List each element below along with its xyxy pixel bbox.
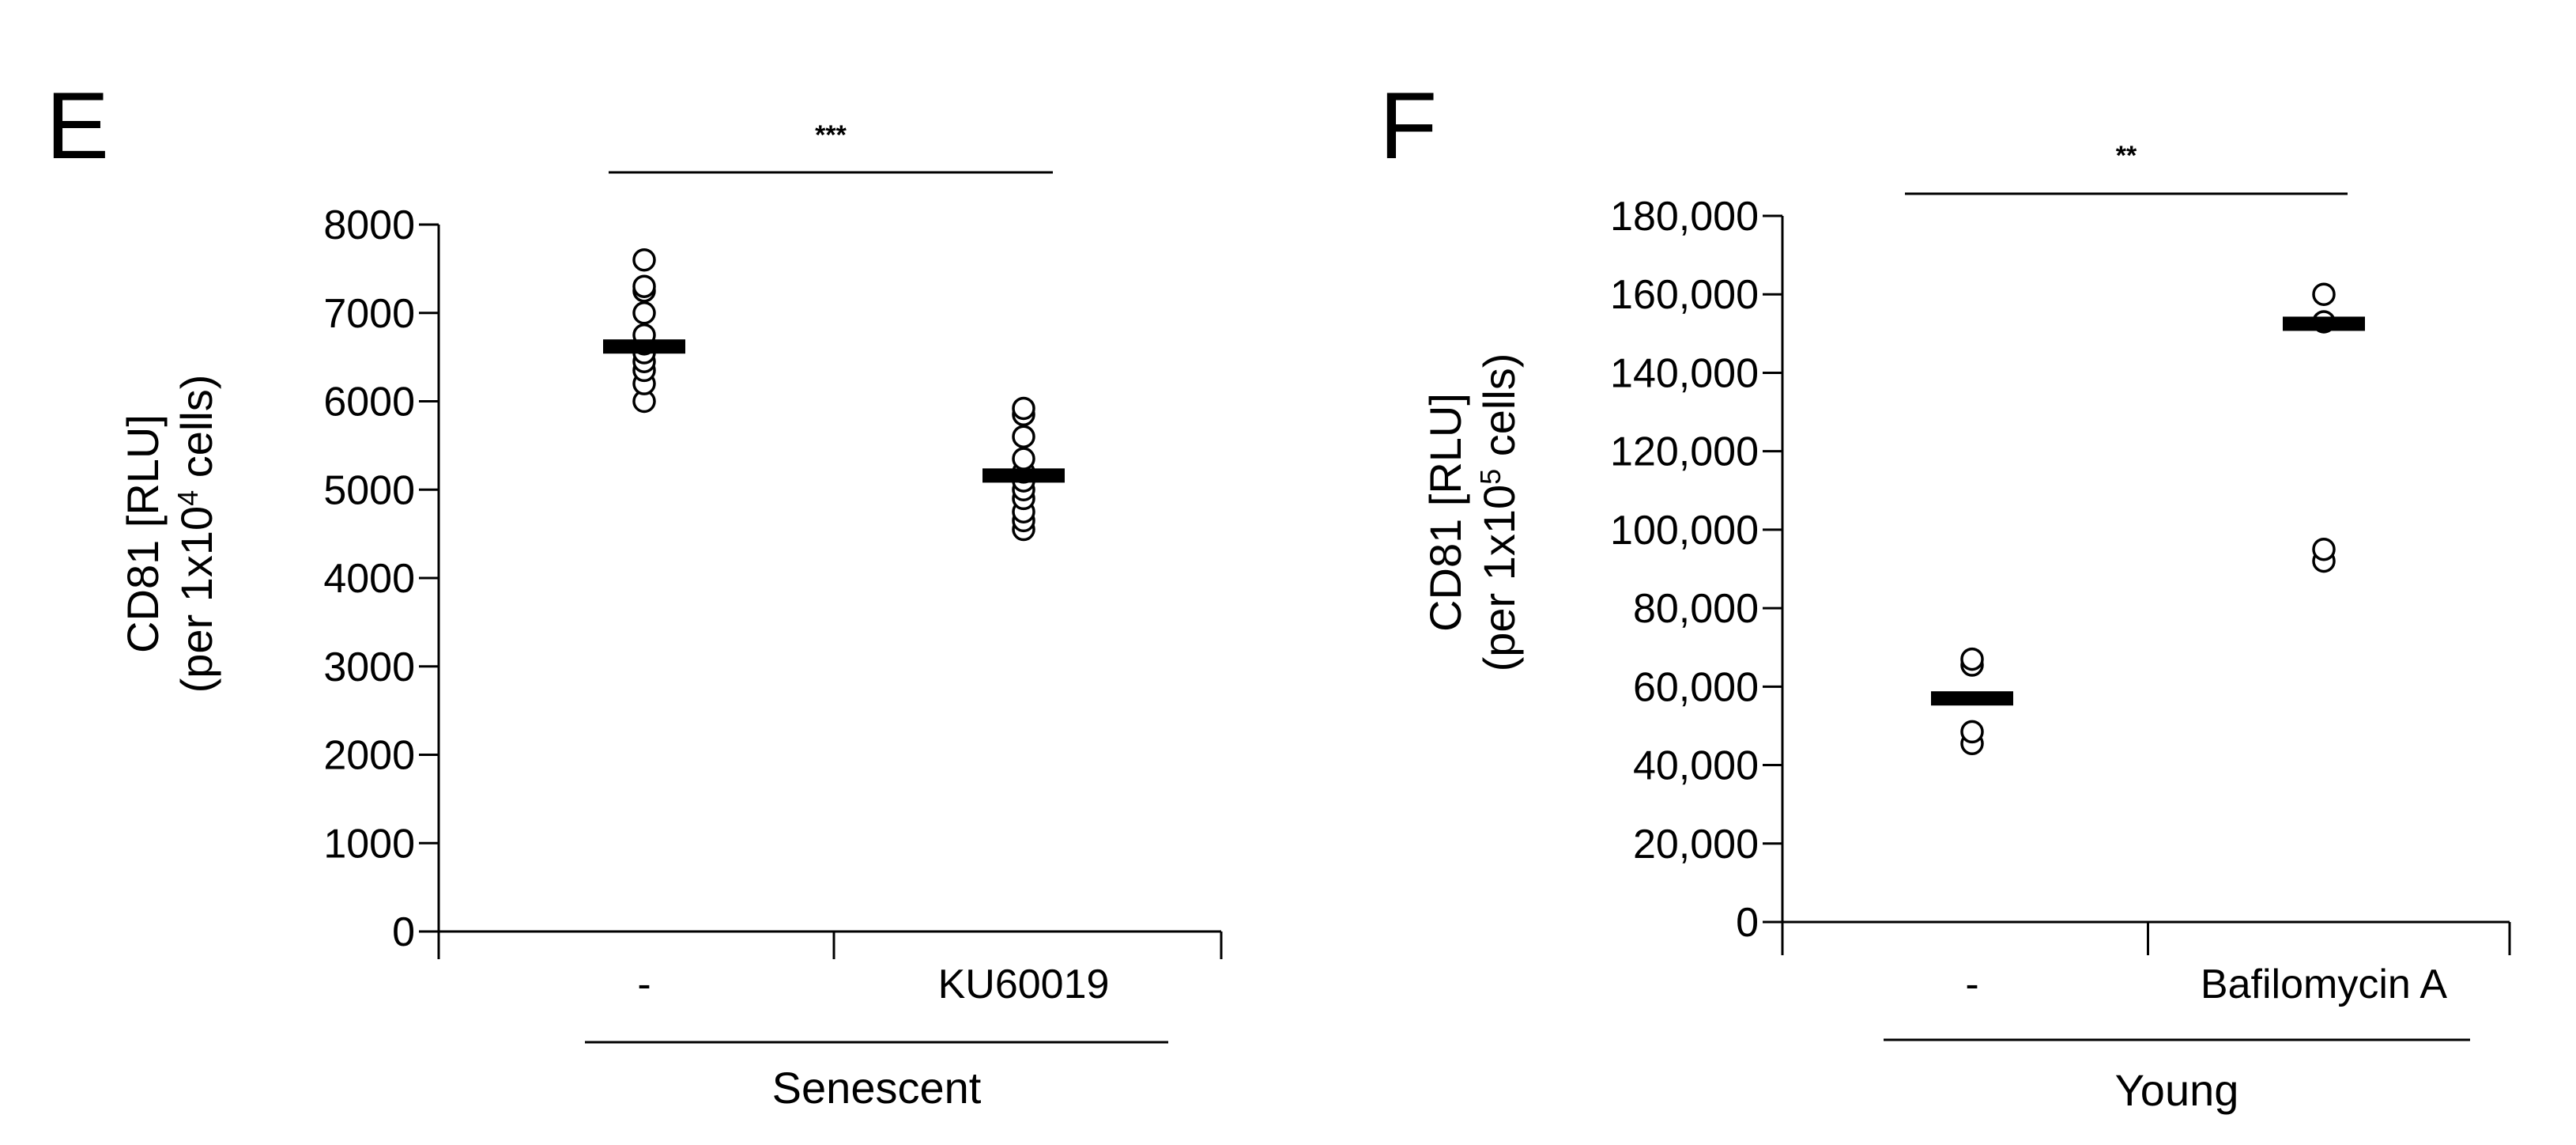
y-tick-label: 7000 [323,291,415,337]
category-label: - [1965,962,1978,1007]
mean-bar [1931,691,2013,706]
y-axis-label-line1: CD81 [RLU] [1420,393,1470,632]
panel-letter-f: F [1379,73,1437,179]
panel-e: E 0 1000 2000 3000 4000 5000 6000 7000 8000 CD81 … [46,73,1223,1113]
y-axis-label-line1: CD81 [RLU] [118,414,168,653]
data-point [632,248,656,272]
y-tick-label: 20,000 [1633,822,1759,867]
y-tick-label: 100,000 [1610,508,1759,554]
y-axis-label-line2: (per 1x104 cells) [172,375,221,693]
category-label: - [637,962,651,1007]
group-label: Young [2115,1065,2239,1115]
y-tick-label: 2000 [323,733,415,779]
data-point [1960,720,1984,744]
data-point [2312,282,2336,306]
mean-bar [2283,316,2365,331]
y-tick-label: 160,000 [1610,272,1759,318]
data-point [2312,537,2336,561]
category-label: Bafilomycin A [2201,962,2447,1007]
data-point [1012,447,1035,470]
y-tick-label: 4000 [323,556,415,602]
y-tick-label: 5000 [323,467,415,513]
y-tick-label: 0 [392,909,415,955]
mean-bar [983,468,1065,483]
panel-letter-e: E [46,73,109,179]
mean-bar [603,339,685,354]
data-point [632,274,656,298]
y-tick-label: 6000 [323,380,415,425]
data-point [1012,396,1035,421]
significance-label: *** [815,120,847,150]
data-point [1012,425,1035,448]
data-point [632,301,656,325]
y-tick-label: 80,000 [1633,586,1759,632]
y-tick-label: 3000 [323,644,415,690]
group-label: Senescent [772,1063,982,1113]
y-tick-label: 8000 [323,202,415,248]
y-tick-label: 180,000 [1610,194,1759,240]
data-point [1960,647,1984,671]
y-tick-label: 140,000 [1610,350,1759,396]
y-tick-label: 60,000 [1633,664,1759,710]
significance-label: ** [2116,141,2137,171]
y-tick-label: 0 [1736,900,1759,946]
category-label: KU60019 [938,962,1110,1007]
panel-f: F 0 20,000 40,000 60,000 80,000 100,000 120,00… [1379,73,2511,1115]
y-tick-label: 1000 [323,821,415,867]
y-tick-label: 120,000 [1610,429,1759,475]
y-tick-label: 40,000 [1633,743,1759,789]
y-axis-label-line2: (per 1x105 cells) [1474,353,1524,672]
